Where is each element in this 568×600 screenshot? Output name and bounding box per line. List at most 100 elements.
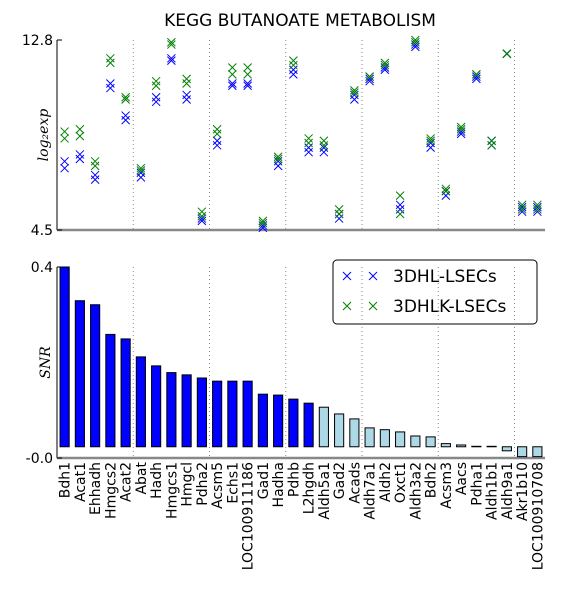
x-tick-label: Acsm3 xyxy=(439,462,455,509)
bar xyxy=(120,338,131,448)
bar xyxy=(517,446,528,458)
bar xyxy=(501,446,512,452)
marker xyxy=(426,136,435,146)
x-tick-label: Aldh2 xyxy=(378,462,394,502)
bar xyxy=(303,402,314,448)
marker xyxy=(350,86,359,95)
marker xyxy=(182,90,191,100)
marker xyxy=(136,168,146,178)
marker xyxy=(319,140,329,150)
chart-title: KEGG BUTANOATE METABOLISM xyxy=(164,11,436,31)
marker xyxy=(319,147,329,157)
marker xyxy=(395,205,405,214)
bar xyxy=(379,429,390,448)
marker xyxy=(456,122,466,132)
legend-marker xyxy=(342,271,352,281)
marker xyxy=(212,140,222,150)
x-tick-label: Aldh1b1 xyxy=(485,462,501,520)
bar xyxy=(151,365,162,448)
marker xyxy=(182,95,191,104)
marker xyxy=(334,209,344,219)
marker xyxy=(90,170,100,180)
marker xyxy=(228,63,237,72)
marker xyxy=(334,205,344,214)
marker xyxy=(380,60,390,70)
marker xyxy=(533,202,542,212)
marker xyxy=(121,111,130,120)
marker xyxy=(136,166,146,175)
legend-label: 3DHL-LSECs xyxy=(393,267,497,287)
marker xyxy=(334,214,344,223)
marker xyxy=(167,53,176,63)
marker xyxy=(426,134,435,143)
marker xyxy=(243,79,252,88)
marker xyxy=(258,216,268,226)
bar xyxy=(395,431,406,448)
marker xyxy=(517,207,527,217)
marker xyxy=(533,207,542,217)
x-tick-label: LOC100911186 xyxy=(241,462,257,570)
marker xyxy=(106,83,115,93)
marker xyxy=(197,216,207,226)
marker xyxy=(380,65,390,75)
marker xyxy=(472,72,481,81)
marker xyxy=(90,161,100,171)
marker xyxy=(517,205,527,214)
bar xyxy=(349,418,360,448)
marker xyxy=(167,40,176,49)
x-tick-label: LOC100910708 xyxy=(530,462,546,570)
legend-marker xyxy=(368,301,378,311)
marker xyxy=(212,136,222,146)
marker xyxy=(441,191,451,201)
x-tick-label: Pdha2 xyxy=(195,462,211,506)
x-tick-label: Pdhb xyxy=(286,462,302,497)
marker xyxy=(304,147,313,157)
x-tick-label: Hmgcs2 xyxy=(103,462,119,519)
x-tick-label: Acads xyxy=(347,462,363,504)
marker xyxy=(365,72,374,81)
marker xyxy=(395,191,405,201)
marker xyxy=(228,81,237,91)
marker xyxy=(289,56,298,65)
marker xyxy=(533,200,542,210)
marker xyxy=(319,136,329,146)
bar xyxy=(532,446,543,458)
x-tick-label: Aacs xyxy=(454,462,470,495)
bar xyxy=(257,393,268,448)
marker xyxy=(472,74,481,84)
marker xyxy=(517,202,527,212)
marker xyxy=(136,172,146,182)
marker xyxy=(273,152,283,162)
y-tick-label: 0.4 xyxy=(31,260,53,276)
x-tick-label: Bdh2 xyxy=(424,462,440,498)
marker xyxy=(243,63,252,72)
marker xyxy=(75,154,85,164)
marker xyxy=(258,223,268,233)
x-tick-label: Hadha xyxy=(271,462,287,507)
marker xyxy=(273,154,283,164)
y-tick-label: 12.8 xyxy=(22,33,53,49)
x-tick-label: Pdha1 xyxy=(469,462,485,506)
marker xyxy=(304,138,313,148)
marker xyxy=(365,76,374,86)
marker xyxy=(60,127,69,136)
marker xyxy=(350,88,359,98)
marker xyxy=(411,35,420,45)
marker xyxy=(533,205,542,214)
marker xyxy=(151,76,161,86)
marker xyxy=(273,156,283,166)
marker xyxy=(106,53,115,63)
legend-marker xyxy=(342,301,352,311)
bar xyxy=(425,436,436,448)
marker xyxy=(75,150,85,159)
x-tick-label: Gad1 xyxy=(256,462,272,499)
x-tick-label: Acsm5 xyxy=(210,462,226,509)
marker xyxy=(395,200,405,210)
x-tick-label: Aldh9a1 xyxy=(500,462,516,520)
marker xyxy=(90,156,100,166)
y-axis-label: log₂exp xyxy=(36,109,52,162)
marker xyxy=(121,92,130,102)
marker xyxy=(426,143,435,152)
x-tick-label: Bdh1 xyxy=(58,462,74,498)
marker xyxy=(411,37,420,47)
